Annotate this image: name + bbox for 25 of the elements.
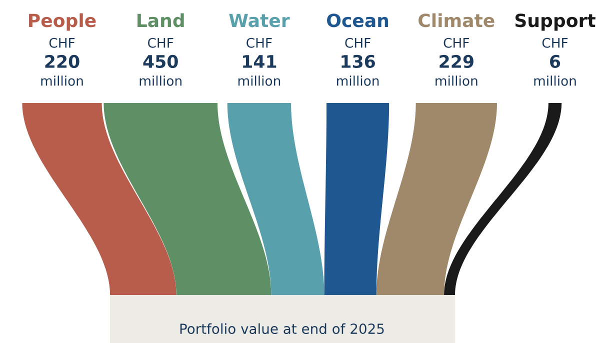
data-label: 229: [440, 54, 474, 68]
text: CHF: [148, 38, 174, 48]
category-label: Climate: [418, 13, 494, 28]
text: million: [140, 76, 182, 86]
category-label: Land: [138, 13, 184, 28]
text: CHF: [49, 38, 75, 48]
text: Portfolio value at end of 2025: [180, 323, 384, 334]
data-label: 141: [243, 55, 276, 68]
text: CHF: [542, 38, 568, 48]
text: million: [337, 76, 379, 86]
text: million: [41, 76, 83, 86]
data-label: 6: [550, 54, 560, 68]
category-label: Ocean: [327, 14, 388, 28]
text: CHF: [444, 38, 469, 48]
text: CHF: [345, 38, 370, 48]
text: CHF: [246, 38, 272, 48]
category-label: Support: [515, 14, 596, 31]
text: million: [534, 76, 576, 86]
data-label: 136: [342, 54, 375, 68]
data-label: 450: [143, 54, 178, 68]
text: million: [436, 76, 478, 86]
text: million: [238, 76, 280, 86]
data-label: 220: [45, 54, 80, 68]
category-label: People: [29, 13, 96, 31]
category-label: Water: [229, 14, 290, 28]
